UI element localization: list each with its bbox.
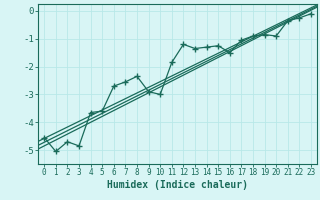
X-axis label: Humidex (Indice chaleur): Humidex (Indice chaleur) xyxy=(107,180,248,190)
